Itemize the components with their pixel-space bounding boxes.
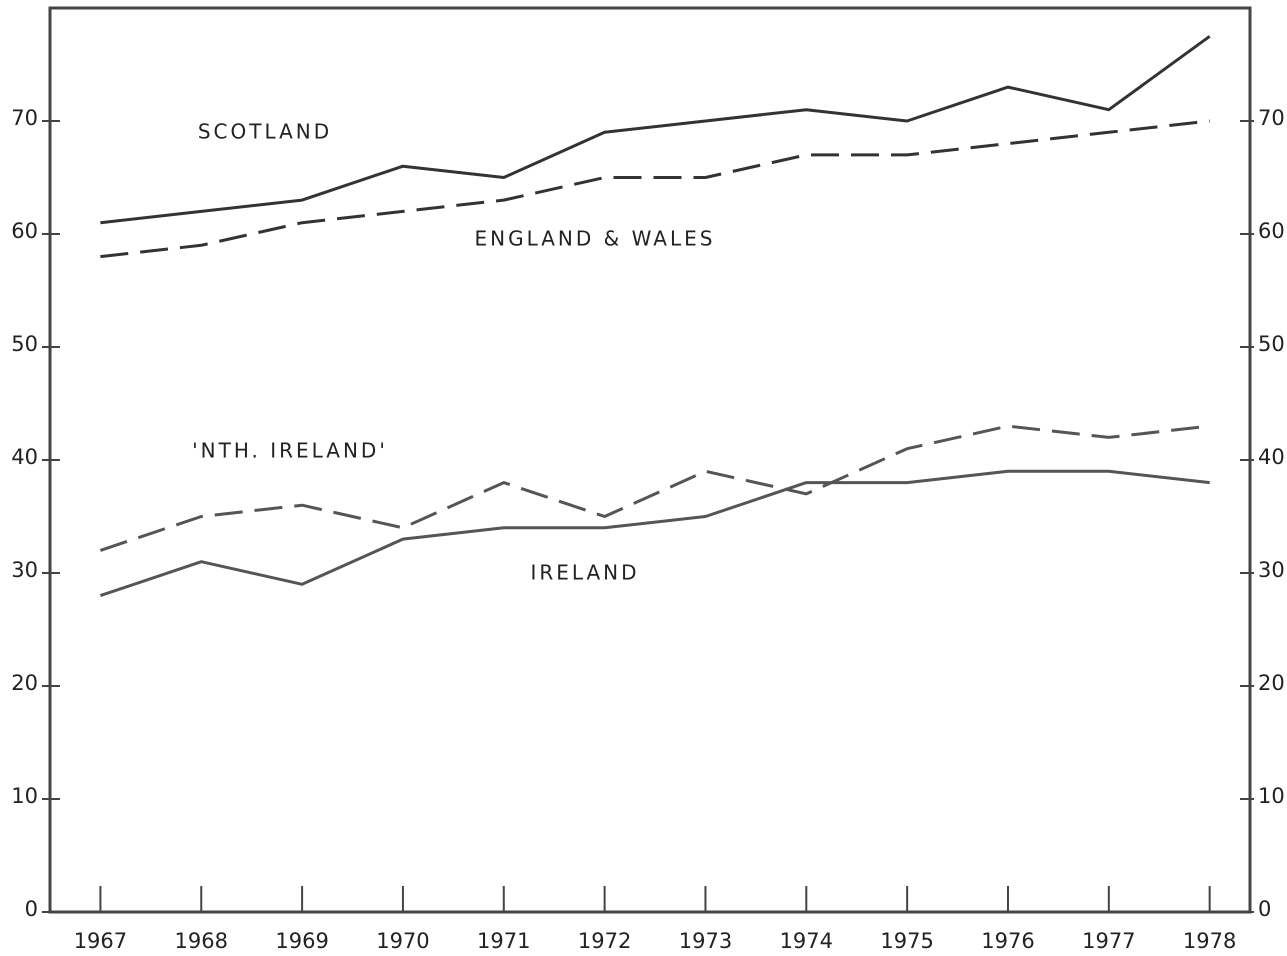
- y2-tick-label: 60: [1258, 219, 1285, 243]
- series-line: [100, 119, 1210, 259]
- series-line: [99, 424, 1210, 552]
- y-tick-label: 10: [11, 784, 38, 808]
- series-label: SCOTLAND: [198, 120, 332, 144]
- y-tick-label: 60: [11, 219, 38, 243]
- y2-tick-label: 70: [1258, 106, 1285, 130]
- x-tick-label: 1968: [175, 929, 228, 952]
- series-line: [100, 35, 1211, 225]
- y-tick-label: 70: [11, 106, 38, 130]
- x-tick-label: 1973: [679, 929, 732, 952]
- x-tick-label: 1977: [1082, 929, 1135, 952]
- x-tick-label: 1978: [1183, 929, 1236, 952]
- series-label: IRELAND: [530, 561, 639, 585]
- x-tick-label: 1975: [880, 929, 933, 952]
- series-label: 'NTH. IRELAND': [192, 439, 388, 463]
- series-line: [99, 469, 1210, 598]
- x-tick-label: 1976: [981, 929, 1034, 952]
- y2-tick-label: 50: [1258, 332, 1285, 356]
- x-tick-label: 1969: [275, 929, 328, 952]
- y-tick-label: 30: [11, 558, 38, 582]
- y2-tick-label: 10: [1258, 784, 1285, 808]
- y-tick-label: 50: [11, 332, 38, 356]
- x-tick-label: 1971: [477, 929, 530, 952]
- y2-tick-label: 20: [1258, 671, 1285, 695]
- x-tick-label: 1974: [780, 929, 833, 952]
- y2-tick-label: 0: [1258, 897, 1271, 921]
- y-tick-label: 20: [11, 671, 38, 695]
- series-label: ENGLAND & WALES: [475, 227, 716, 251]
- y-tick-label: 0: [25, 897, 38, 921]
- y-tick-label: 40: [11, 445, 38, 469]
- y2-tick-label: 30: [1258, 558, 1285, 582]
- y2-tick-label: 40: [1258, 445, 1285, 469]
- x-tick-label: 1967: [74, 929, 127, 952]
- x-tick-label: 1970: [376, 929, 429, 952]
- x-tick-label: 1972: [578, 929, 631, 952]
